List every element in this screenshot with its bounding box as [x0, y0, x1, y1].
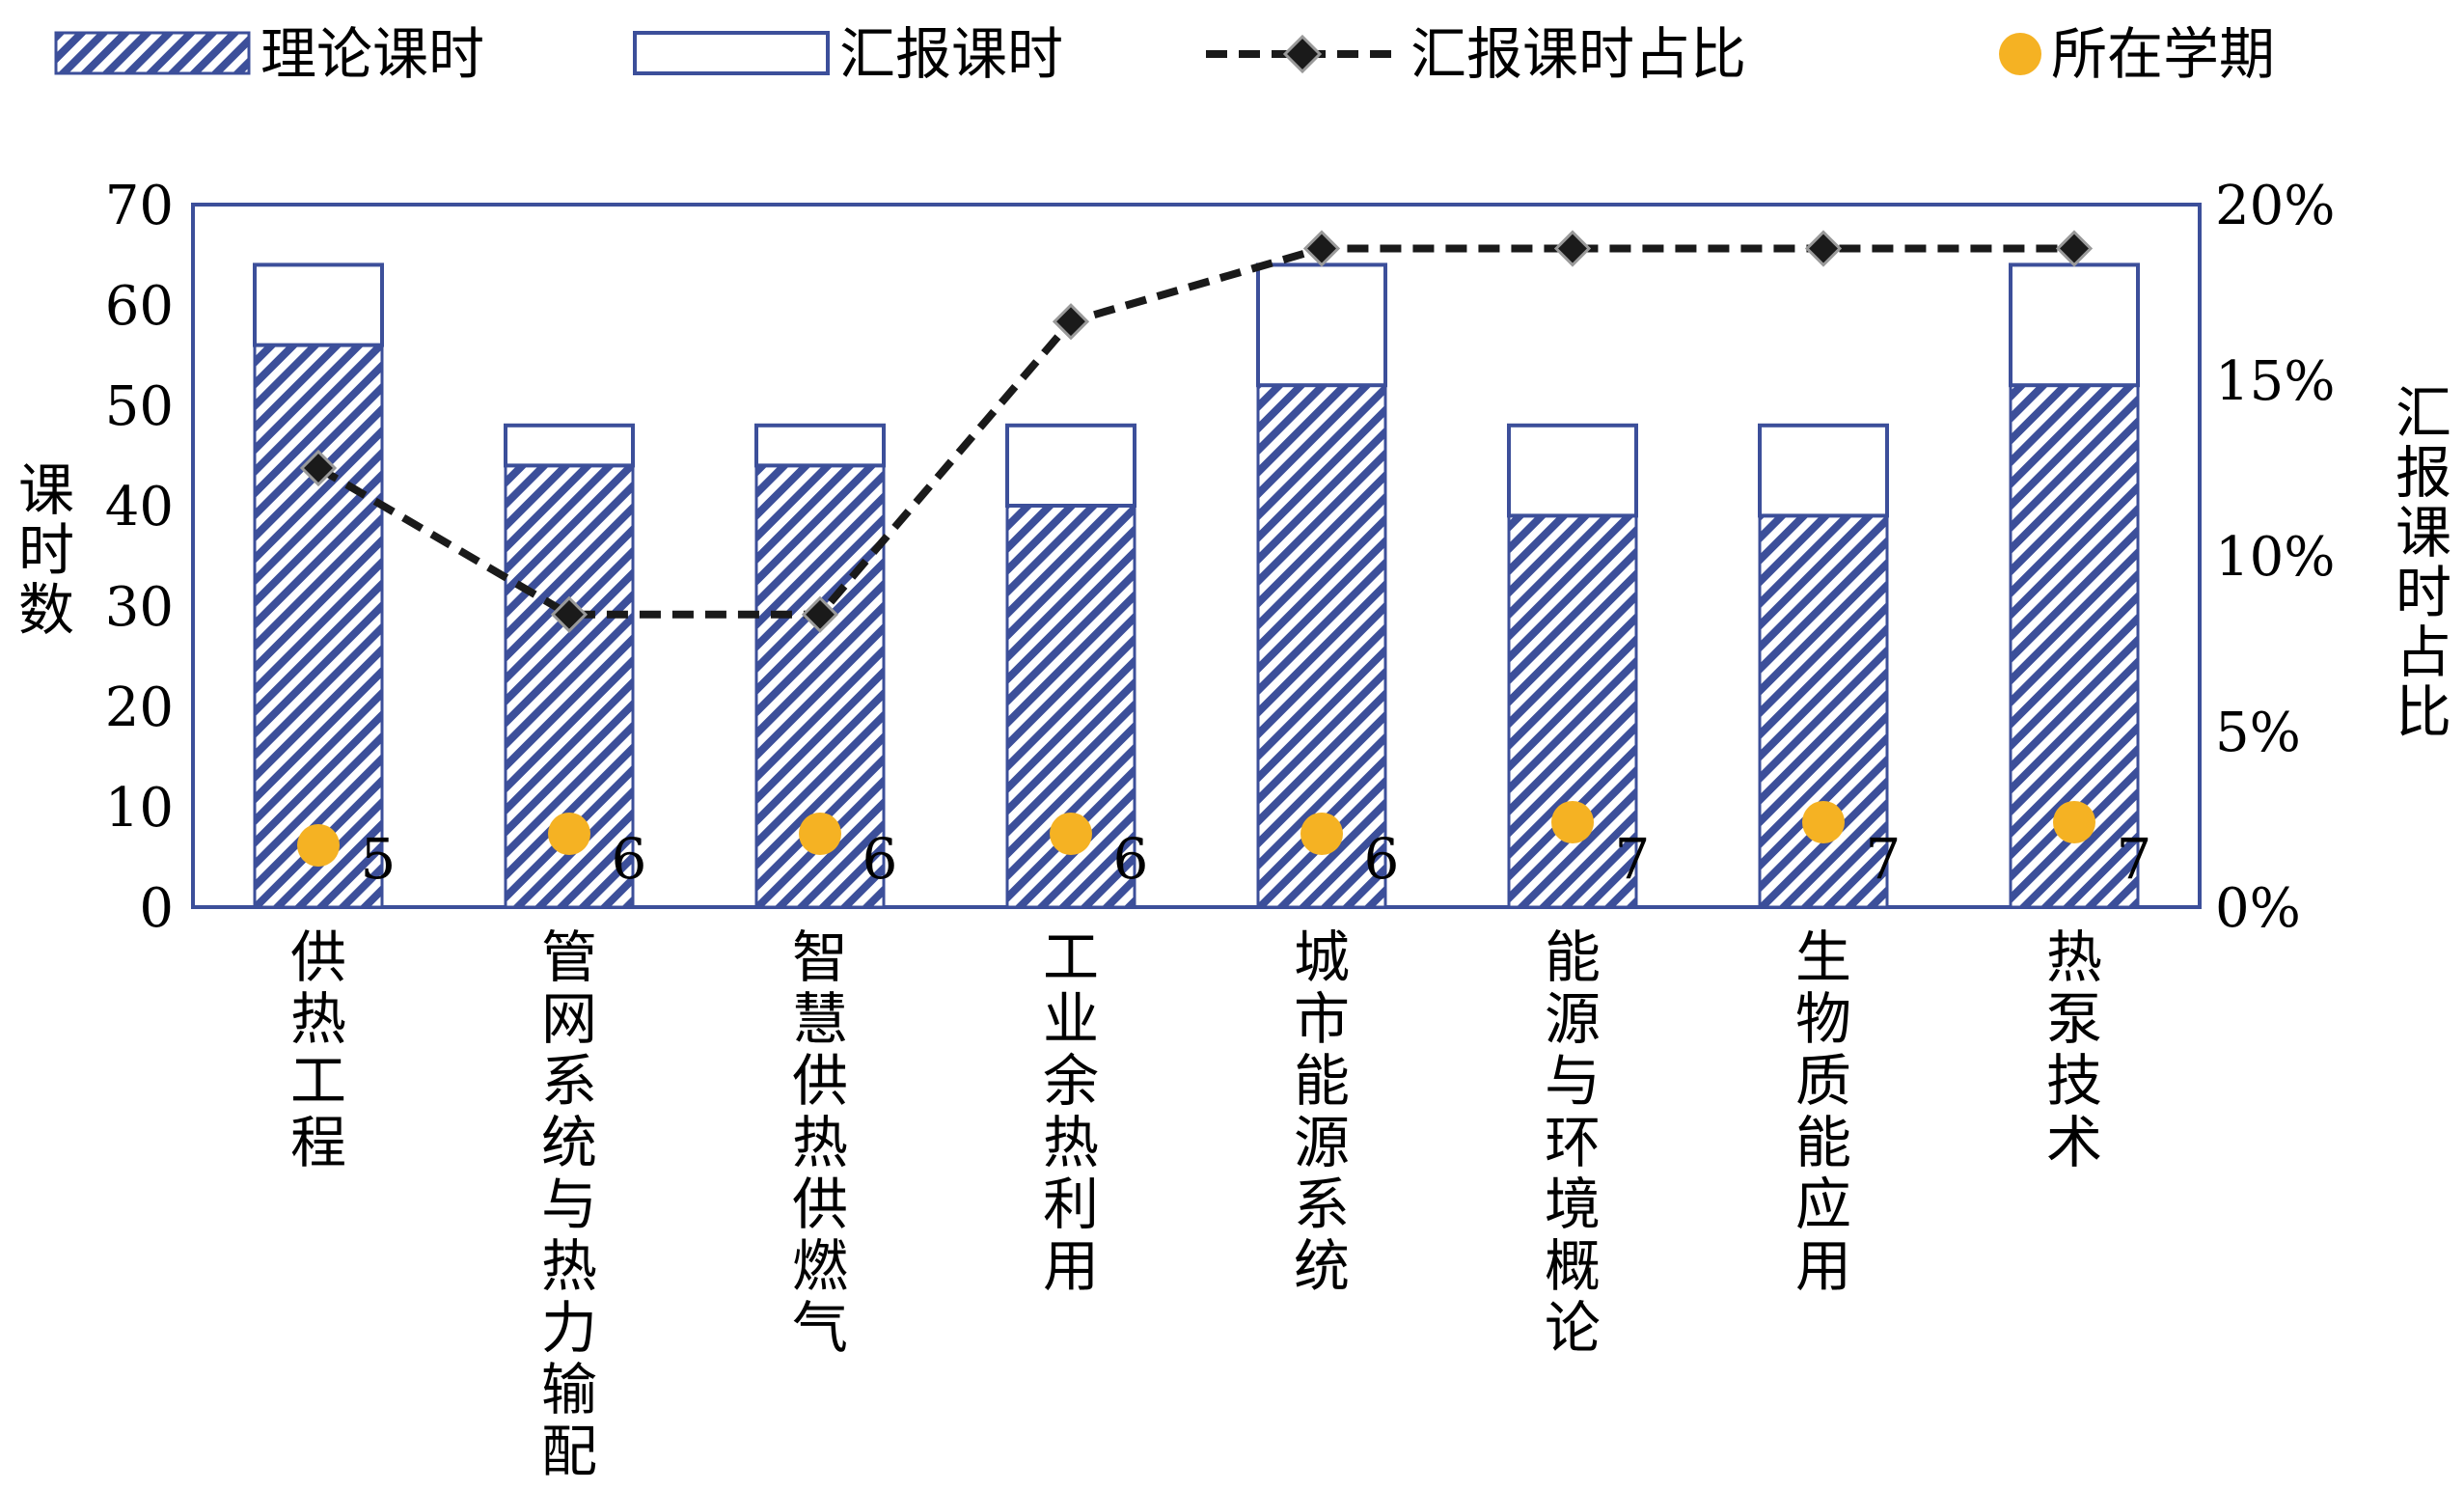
legend-item-theory: 理论课时: [54, 21, 484, 87]
ratio-series-line: [315, 244, 2074, 619]
ratio-line-layer: [299, 230, 2094, 633]
y-tick-label-1: 10: [105, 777, 174, 840]
bar-report-4: [1256, 262, 1387, 388]
legend: 理论课时 汇报课时 汇报课时占比 所在学期: [54, 21, 2275, 87]
legend-label-ratio: 汇报课时占比: [1410, 21, 1746, 87]
y-tick-label-3: 30: [105, 576, 174, 639]
y-right-tick-label-3: 15%: [2215, 350, 2335, 413]
semester-label-7: 7: [2117, 826, 2152, 892]
bar-report-1: [504, 423, 635, 468]
left-axis-title: 课时数: [18, 457, 74, 643]
semester-label-6: 7: [1866, 826, 1902, 892]
bar-report-0: [253, 262, 384, 347]
category-label-2: 智慧供热供燃气: [792, 924, 848, 1361]
y-right-axis-title: 汇报课时占比: [2396, 380, 2451, 745]
bar-theory-0: [253, 344, 384, 909]
bar-report-6: [1758, 423, 1889, 518]
semester-label-5: 7: [1615, 826, 1651, 892]
legend-marker-semester: [1999, 33, 2041, 75]
plot-frame: [191, 203, 2202, 909]
ratio-point-3: [1052, 303, 1090, 341]
legend-item-semester: 所在学期: [1999, 21, 2275, 87]
semester-label-4: 6: [1364, 826, 1400, 892]
category-label-0: 供热工程: [290, 924, 346, 1175]
ratio-point-4: [1302, 230, 1341, 267]
legend-swatch-report: [633, 31, 830, 75]
ratio-point-7: [2055, 230, 2094, 267]
semester-point-0: [297, 824, 340, 867]
semester-markers-layer: 5 6 6 6 6 7 7 7: [297, 801, 2151, 892]
right-axis-title: 汇报课时占比: [2396, 380, 2451, 745]
legend-marker-ratio: [1282, 34, 1323, 74]
y-right-tick-label-2: 10%: [2215, 526, 2335, 589]
semester-point-2: [799, 813, 841, 855]
category-labels: 供热工程 管网系统与热力输配 智慧供热供燃气 工业余热利用 城市能源系统 能源与环境概论 生…: [290, 924, 2102, 1484]
legend-item-report: 汇报课时: [633, 21, 1063, 87]
y-right-tick-label-4: 20%: [2215, 175, 2335, 237]
semester-label-3: 6: [1113, 826, 1149, 892]
y-tick-label-4: 40: [105, 476, 174, 538]
semester-point-3: [1050, 813, 1092, 855]
legend-swatch-theory: [54, 31, 251, 75]
ratio-point-5: [1553, 230, 1592, 267]
ratio-point-2: [801, 595, 839, 633]
category-label-6: 生物质能应用: [1795, 924, 1851, 1299]
category-label-3: 工业余热利用: [1043, 924, 1099, 1299]
semester-label-2: 6: [862, 826, 898, 892]
y-tick-label-5: 50: [105, 375, 174, 438]
semester-point-7: [2053, 801, 2095, 843]
semester-label-0: 5: [361, 826, 397, 892]
category-label-5: 能源与环境概论: [1545, 924, 1601, 1361]
ratio-point-6: [1804, 230, 1843, 267]
category-label-1: 管网系统与热力输配: [541, 924, 597, 1484]
semester-point-5: [1551, 801, 1594, 843]
right-axis-ticks: 0% 5% 10% 15% 20%: [2215, 175, 2335, 940]
semester-point-4: [1300, 813, 1343, 855]
y-axis-title: 课时数: [18, 457, 74, 643]
y-right-tick-label-0: 0%: [2215, 877, 2301, 940]
bar-report-3: [1005, 423, 1136, 508]
category-label-7: 热泵技术: [2046, 924, 2102, 1175]
y-tick-label-6: 60: [105, 275, 174, 338]
y-tick-label-0: 0: [139, 877, 174, 940]
bars-layer: [253, 262, 2140, 909]
y-tick-label-7: 70: [105, 175, 174, 237]
y-right-tick-label-1: 5%: [2215, 702, 2301, 764]
semester-point-6: [1802, 801, 1845, 843]
legend-label-semester: 所在学期: [2051, 21, 2275, 87]
ratio-point-1: [550, 595, 589, 633]
legend-item-ratio: 汇报课时占比: [1206, 21, 1746, 87]
semester-label-1: 6: [612, 826, 647, 892]
legend-label-theory: 理论课时: [260, 21, 484, 87]
bar-report-7: [2009, 262, 2140, 388]
category-label-4: 城市能源系统: [1294, 924, 1350, 1299]
legend-label-report: 汇报课时: [839, 21, 1063, 87]
bar-report-5: [1507, 423, 1638, 518]
y-tick-label-2: 20: [105, 676, 174, 739]
semester-point-1: [548, 813, 590, 855]
bar-theory-7: [2009, 383, 2140, 909]
bar-report-2: [754, 423, 886, 468]
left-axis-ticks: 0 10 20 30 40 50 60 70: [105, 175, 174, 940]
ratio-point-0: [299, 449, 338, 487]
